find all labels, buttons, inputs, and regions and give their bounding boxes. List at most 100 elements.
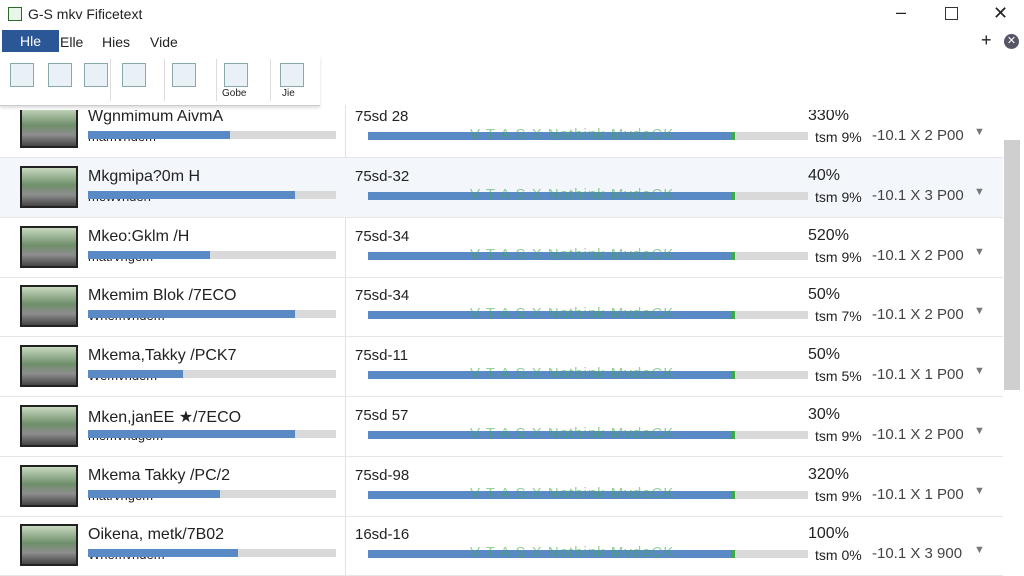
transfer-progress bbox=[368, 550, 808, 559]
transfer-progress-fill bbox=[368, 490, 733, 499]
toolbar-button[interactable] bbox=[10, 63, 34, 87]
file-code: 75sd-34 bbox=[355, 287, 410, 305]
maximize-button[interactable] bbox=[945, 7, 958, 20]
file-row[interactable]: Mkeo:Gklm /Hmatrvngem75sd-34V T A S X No… bbox=[0, 218, 1003, 278]
row-progress bbox=[88, 191, 336, 199]
file-name: Mkema Takky /PC/2 bbox=[88, 466, 230, 484]
file-row[interactable]: Wgnmimum AivmAmamvndem75sd 28V T A S X N… bbox=[0, 108, 1003, 158]
rate: tsm 7% bbox=[815, 308, 862, 325]
scrollbar[interactable] bbox=[1004, 140, 1020, 390]
row-progress bbox=[88, 370, 336, 379]
menu-item[interactable]: Vide bbox=[150, 34, 178, 50]
transfer-progress bbox=[368, 192, 808, 200]
row-dropdown[interactable]: ▼ bbox=[974, 245, 985, 258]
size: -10.1 X 3 900 bbox=[872, 545, 963, 563]
close-tab-button[interactable]: ✕ bbox=[1004, 34, 1019, 49]
size: -10.1 X 1 P00 bbox=[872, 485, 964, 503]
row-progress-fill bbox=[88, 429, 295, 438]
menu-item[interactable]: Hle bbox=[2, 30, 60, 52]
toolbar: Gobe Jie bbox=[0, 55, 320, 106]
toolbar-button[interactable] bbox=[122, 63, 146, 87]
rate: tsm 9% bbox=[815, 129, 862, 145]
toolbar-button[interactable] bbox=[48, 63, 72, 87]
rate: tsm 0% bbox=[815, 547, 862, 564]
toolbar-button[interactable] bbox=[224, 63, 248, 87]
transfer-progress-end bbox=[731, 132, 735, 140]
rate: tsm 9% bbox=[815, 248, 862, 265]
toolbar-label: Jie bbox=[282, 88, 295, 99]
percent: 50% bbox=[808, 286, 841, 304]
rate: tsm 5% bbox=[815, 368, 862, 385]
add-button[interactable]: + bbox=[981, 30, 992, 50]
file-name: Mkgmipa?0m H bbox=[88, 168, 201, 185]
size: -10.1 X 1 P00 bbox=[872, 366, 964, 384]
size: -10.1 X 2 P00 bbox=[872, 246, 964, 264]
row-progress bbox=[88, 489, 336, 498]
menu-item[interactable]: Elle bbox=[60, 34, 84, 50]
rate: tsm 9% bbox=[815, 189, 862, 205]
transfer-progress bbox=[368, 430, 808, 439]
toolbar-button[interactable] bbox=[84, 63, 108, 87]
row-progress bbox=[88, 310, 336, 319]
transfer-progress bbox=[368, 371, 808, 380]
overlay-text: V T A S X Nothink MvdeCK bbox=[470, 424, 675, 442]
menu-item[interactable]: Hies bbox=[102, 34, 131, 50]
row-progress-fill bbox=[88, 310, 295, 319]
rate: tsm 9% bbox=[815, 487, 862, 504]
file-row[interactable]: Mkgmipa?0m Hmewvnden75sd-32V T A S X Not… bbox=[0, 158, 1003, 218]
row-progress-fill bbox=[88, 489, 220, 498]
thumbnail bbox=[20, 404, 78, 447]
file-row[interactable]: Mken,janEE ★/7ECOmemvndgem75sd 57V T A S… bbox=[0, 397, 1003, 457]
toolbar-separator bbox=[216, 59, 217, 101]
file-code: 75sd 57 bbox=[355, 406, 409, 424]
overlay-text: V T A S X Nothink MvdeCK bbox=[470, 186, 675, 203]
transfer-progress-fill bbox=[368, 550, 733, 559]
transfer-progress-fill bbox=[368, 192, 733, 200]
size: -10.1 X 2 P00 bbox=[872, 425, 964, 443]
row-dropdown[interactable]: ▼ bbox=[974, 424, 985, 437]
transfer-progress-end bbox=[731, 371, 735, 380]
row-dropdown[interactable]: ▼ bbox=[974, 544, 985, 557]
file-row[interactable]: Mkema,Takky /PCK7Wemvndem75sd-11V T A S … bbox=[0, 337, 1003, 398]
row-progress-fill bbox=[88, 131, 230, 139]
file-row[interactable]: Mkema Takky /PC/2matrvngem75sd-98V T A S… bbox=[0, 457, 1003, 517]
row-dropdown[interactable]: ▼ bbox=[974, 365, 985, 378]
transfer-progress-end bbox=[731, 311, 735, 320]
transfer-progress-fill bbox=[368, 430, 733, 439]
minimize-button[interactable]: – bbox=[896, 2, 907, 22]
transfer-progress bbox=[368, 490, 808, 499]
thumbnail bbox=[20, 285, 78, 328]
row-progress-fill bbox=[88, 549, 238, 558]
rate: tsm 9% bbox=[815, 427, 862, 444]
file-name: Mken,janEE ★/7ECO bbox=[88, 408, 242, 426]
transfer-progress bbox=[368, 311, 808, 320]
file-name: Mkemim Blok /7ECO bbox=[88, 287, 237, 305]
transfer-progress-fill bbox=[368, 311, 733, 320]
toolbar-separator bbox=[270, 59, 271, 101]
toolbar-button[interactable] bbox=[280, 63, 304, 87]
thumbnail bbox=[20, 110, 78, 148]
row-dropdown[interactable]: ▼ bbox=[974, 305, 985, 318]
size: -10.1 X 2 P00 bbox=[872, 306, 964, 324]
file-row[interactable]: Oikena, metk/7B02Whemvndem16sd-16V T A S… bbox=[0, 516, 1003, 576]
row-dropdown[interactable]: ▼ bbox=[974, 126, 985, 138]
overlay-text: V T A S X Nothink MvdeCK bbox=[470, 544, 675, 562]
close-button[interactable]: ✕ bbox=[993, 3, 1009, 23]
overlay-text: V T A S X Nothink MvdeCK bbox=[470, 484, 675, 502]
title-bar: G-S mkv Fificetext – ✕ bbox=[0, 0, 1024, 28]
row-progress bbox=[88, 250, 336, 259]
file-name: Wgnmimum AivmA bbox=[88, 108, 224, 125]
thumbnail bbox=[20, 524, 78, 567]
app-icon bbox=[8, 7, 22, 21]
file-row[interactable]: Mkemim Blok /7ECOWhemvndem75sd-34V T A S… bbox=[0, 277, 1003, 338]
row-dropdown[interactable]: ▼ bbox=[974, 186, 985, 198]
file-code: 75sd-98 bbox=[355, 466, 410, 484]
file-code: 75sd 28 bbox=[355, 108, 409, 125]
toolbar-button[interactable] bbox=[172, 63, 196, 87]
file-name: Mkeo:Gklm /H bbox=[88, 227, 190, 245]
row-progress bbox=[88, 429, 336, 438]
thumbnail bbox=[20, 166, 78, 208]
row-dropdown[interactable]: ▼ bbox=[974, 484, 985, 497]
percent: 100% bbox=[808, 525, 849, 543]
